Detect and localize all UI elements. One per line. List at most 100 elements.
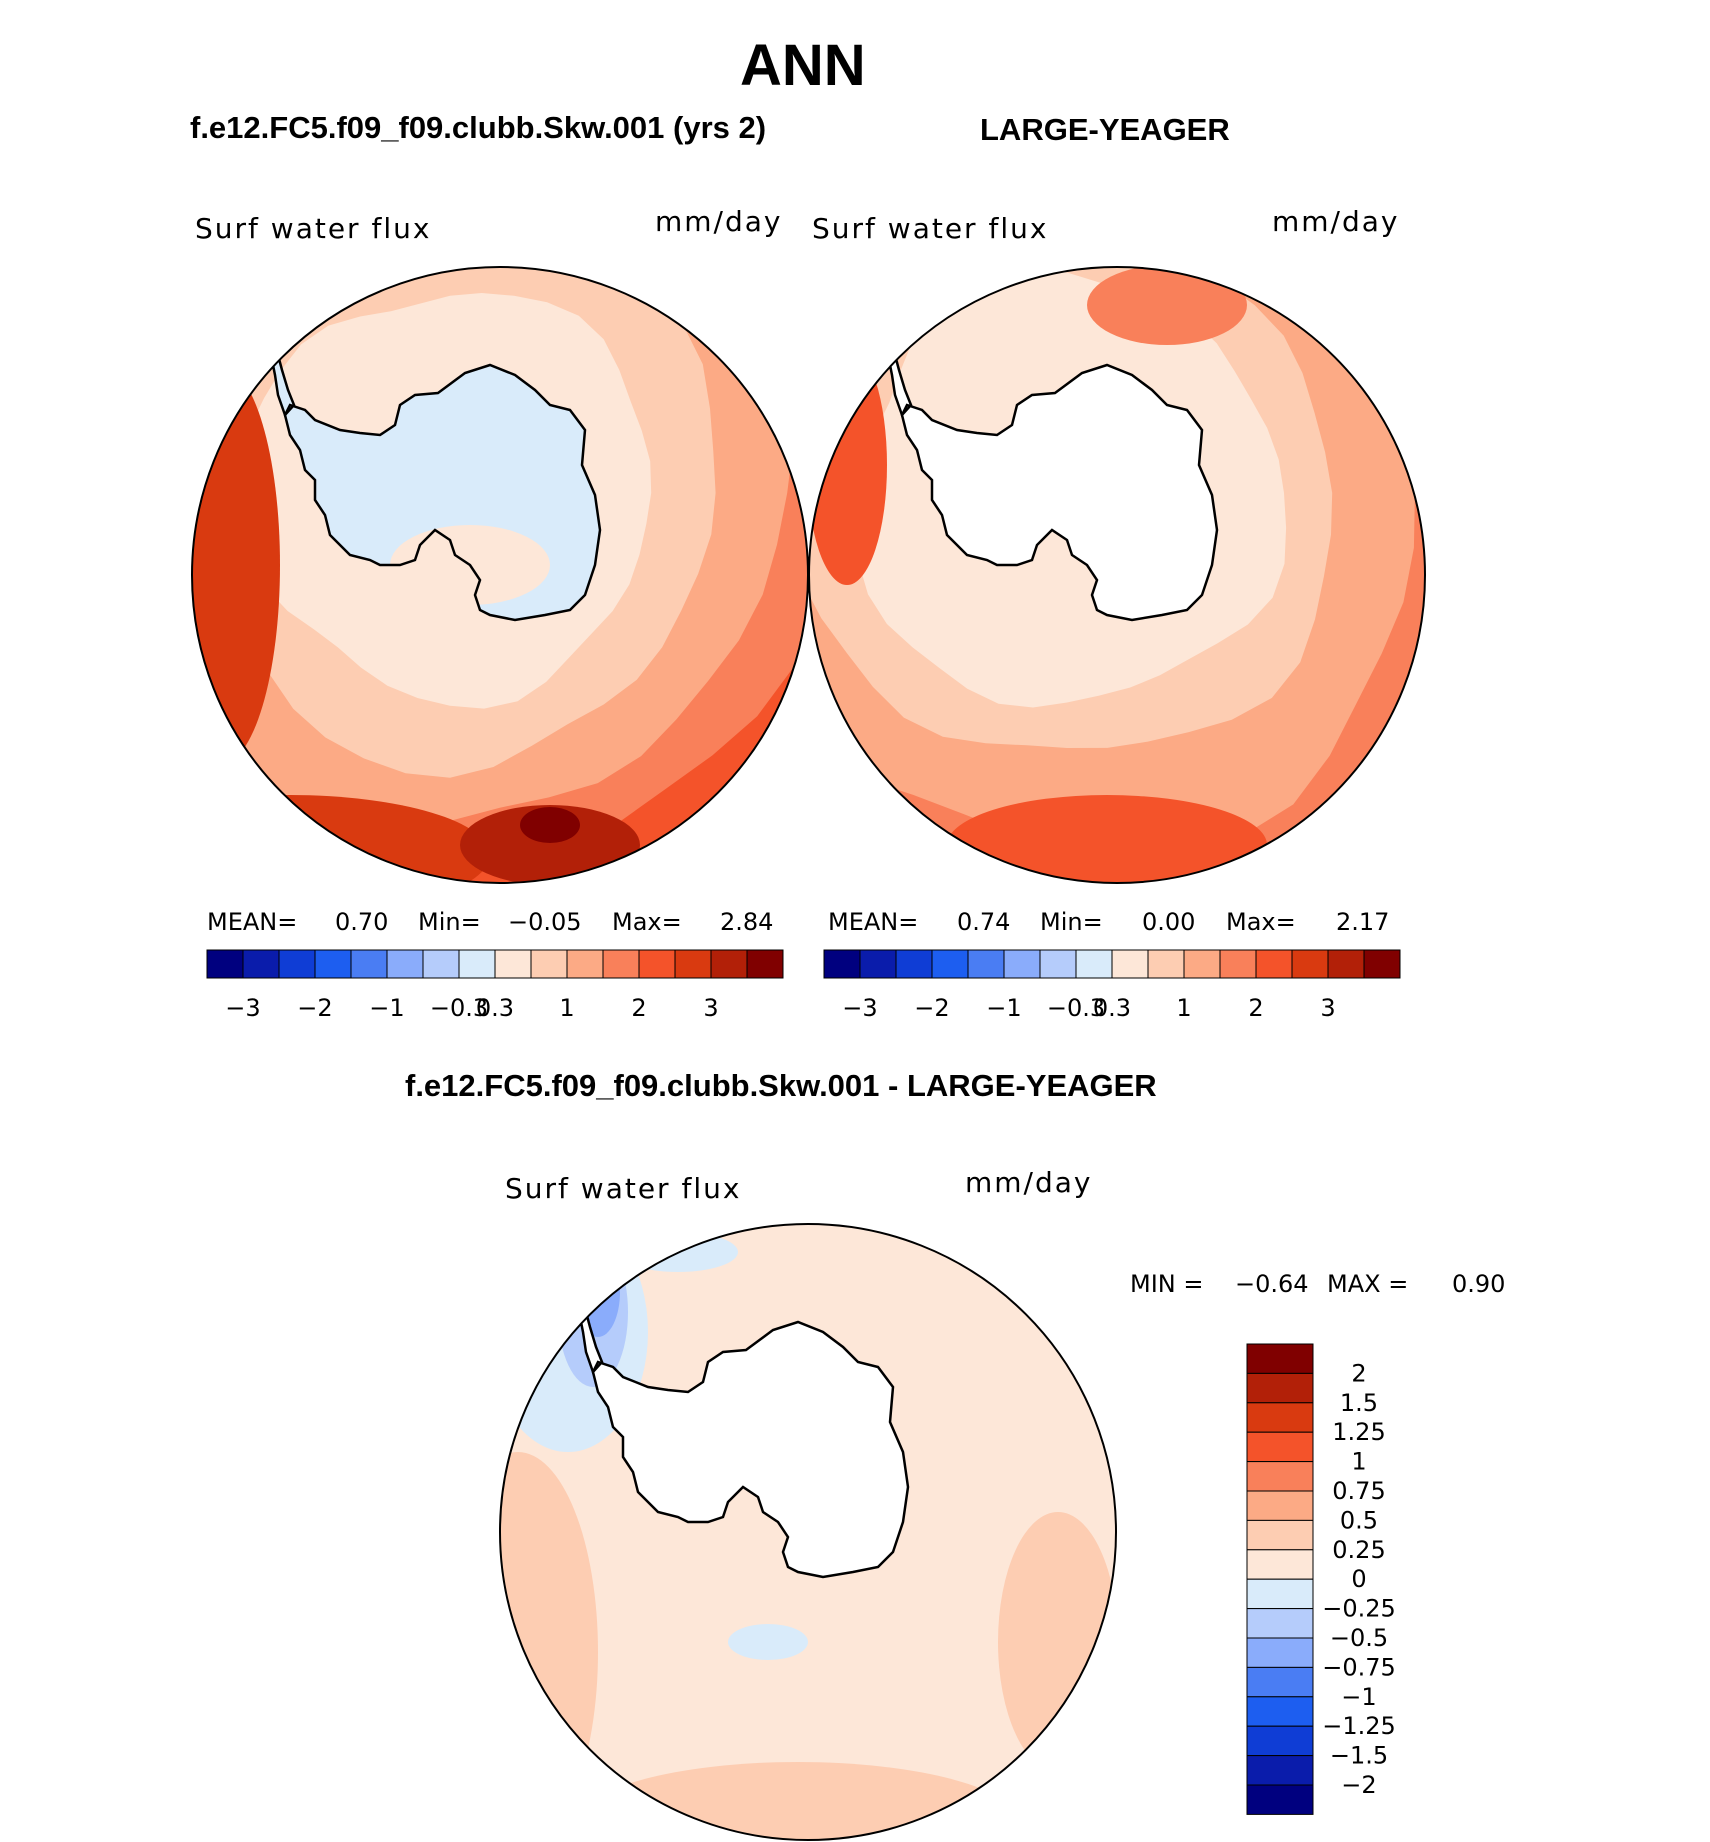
colorbar-box [1246, 1578, 1314, 1610]
panel2-colorbar: −3 −2 −1 −0.30.3 1 2 3 [823, 949, 1401, 1022]
colorbar-box [242, 949, 280, 979]
colorbar-tick-label: −2 [1341, 1771, 1376, 1799]
colorbar-box [931, 949, 969, 979]
colorbar-box [566, 949, 604, 979]
colorbar-tick-label: 0.75 [1332, 1477, 1385, 1505]
colorbar-tick-label: 1.25 [1332, 1418, 1385, 1446]
colorbar-box [710, 949, 748, 979]
colorbar-box [1246, 1490, 1314, 1521]
panel2-mean-value: 0.74 [957, 908, 1011, 936]
colorbar-box [1246, 1431, 1314, 1463]
colorbar-tick-label: −1.5 [1330, 1742, 1388, 1770]
panel1-max-value: 2.84 [720, 908, 774, 936]
colorbar-tick-label: −0.5 [1330, 1624, 1388, 1652]
panel2-variable-label: Surf water flux [812, 212, 1049, 245]
diff-panel-title: f.e12.FC5.f09_f09.clubb.Skw.001 - LARGE-… [405, 1068, 1157, 1103]
panel2-polar-map [808, 266, 1426, 884]
colorbar-box [1246, 1608, 1314, 1639]
colorbar-tick-label: −0.25 [1322, 1595, 1396, 1623]
antarctica-fill [593, 1322, 908, 1577]
panel1-mean-value: 0.70 [335, 908, 389, 936]
colorbar-tick-label: 3 [1320, 994, 1335, 1022]
colorbar-box [1111, 949, 1149, 979]
colorbar-tick-label: 2 [631, 994, 646, 1022]
peninsula-fill [272, 355, 294, 415]
colorbar-box [1246, 1696, 1314, 1727]
colorbar-box [1183, 949, 1221, 979]
antarctica-coastline [283, 363, 602, 622]
colorbar-box [494, 949, 532, 979]
colorbar-box [530, 949, 568, 979]
antarctica-fill [902, 365, 1217, 620]
map-region-1 [500, 1452, 598, 1840]
colorbar-box [1003, 949, 1041, 979]
antarctica-coastline [900, 363, 1219, 622]
colorbar-tick-label: −0.75 [1322, 1653, 1396, 1681]
map-region-3 [998, 1512, 1116, 1772]
colorbar-tick-label: −1 [1341, 1683, 1376, 1711]
panel2-min-value: 0.00 [1142, 908, 1196, 936]
figure-title: ANN [740, 33, 866, 98]
map-region-6 [1087, 267, 1247, 345]
panel2-units-label: mm/day [1272, 205, 1400, 238]
colorbar-box [602, 949, 640, 979]
colorbar-box [674, 949, 712, 979]
colorbar-box [823, 949, 861, 979]
map-region-7 [460, 805, 640, 883]
map-field [500, 1224, 1116, 1840]
colorbar-box [1075, 949, 1113, 979]
colorbar-box [386, 949, 424, 979]
colorbar-box [422, 949, 460, 979]
colorbar-tick-label: −0.3 [430, 994, 488, 1022]
colorbar-box [1246, 1402, 1314, 1433]
colorbar-box [314, 949, 352, 979]
colorbar-tick-label: 0.3 [476, 994, 514, 1022]
map-region-8 [520, 807, 580, 843]
colorbar-tick-label: 1.5 [1340, 1389, 1378, 1417]
panel2-max-value: 2.17 [1336, 908, 1390, 936]
colorbar-box [1246, 1666, 1314, 1698]
colorbar-box [1255, 949, 1293, 979]
colorbar-tick-label: 0.5 [1340, 1506, 1378, 1534]
map-region-5 [947, 795, 1267, 883]
colorbar-tick-label: −1.25 [1322, 1712, 1396, 1740]
panel1-colorbar: −3 −2 −1 −0.30.3 1 2 3 [206, 949, 784, 1022]
panel1-min-label: Min= [418, 908, 481, 936]
panel1-mean-label: MEAN= [207, 908, 298, 936]
panel2-mean-label: MEAN= [828, 908, 919, 936]
map-region-8 [728, 1624, 808, 1660]
colorbar-box [1219, 949, 1257, 979]
colorbar-box [1246, 1343, 1314, 1374]
colorbar-box [895, 949, 933, 979]
colorbar-box [1363, 949, 1401, 979]
panel2-max-label: Max= [1226, 908, 1296, 936]
panel2-min-label: Min= [1040, 908, 1103, 936]
colorbar-tick-label: 1 [559, 994, 574, 1022]
right-panel-title: LARGE-YEAGER [980, 112, 1230, 147]
colorbar-tick-label: 2 [1351, 1359, 1366, 1387]
colorbar-box [1246, 1549, 1314, 1580]
colorbar-box [1246, 1637, 1314, 1668]
colorbar-box [1246, 1755, 1314, 1786]
colorbar-tick-label: −1 [986, 994, 1021, 1022]
colorbar-box [1039, 949, 1077, 979]
map-region-6 [192, 365, 280, 765]
panel3-max-value: 0.90 [1452, 1270, 1506, 1298]
panel1-variable-label: Surf water flux [195, 212, 432, 245]
left-panel-title: f.e12.FC5.f09_f09.clubb.Skw.001 (yrs 2) [190, 110, 767, 145]
colorbar-box [1147, 949, 1185, 979]
peninsula-fill [889, 355, 911, 415]
panel1-polar-map [191, 266, 809, 884]
colorbar-box [1291, 949, 1329, 979]
colorbar-box [1246, 1784, 1314, 1815]
colorbar-tick-label: 0 [1351, 1565, 1366, 1593]
panel1-units-label: mm/day [655, 205, 783, 238]
colorbar-tick-label: 1 [1351, 1448, 1366, 1476]
colorbar-box [638, 949, 676, 979]
colorbar-box [278, 949, 316, 979]
peninsula-fill [580, 1312, 602, 1372]
map-border [808, 266, 1426, 884]
colorbar-tick-label: −2 [297, 994, 332, 1022]
colorbar-box [458, 949, 496, 979]
panel3-units-label: mm/day [965, 1166, 1093, 1199]
